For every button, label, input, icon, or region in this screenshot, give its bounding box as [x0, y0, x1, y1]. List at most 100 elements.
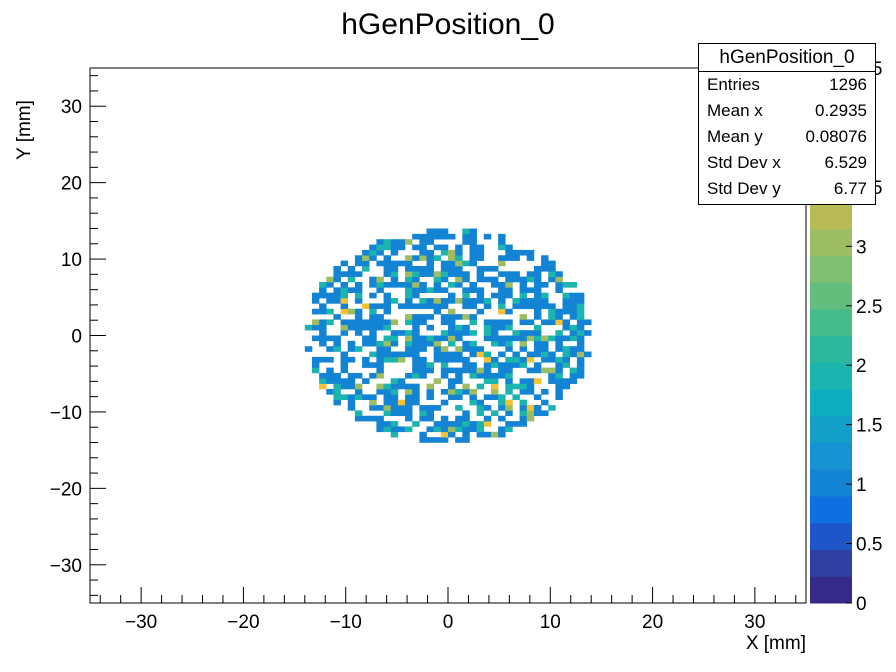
heatmap-cell: [412, 421, 420, 427]
heatmap-cell: [519, 405, 528, 411]
heatmap-cell: [397, 356, 406, 363]
heatmap-cell: [419, 265, 427, 272]
heatmap-cell: [548, 335, 556, 342]
heatmap-cell: [376, 372, 384, 379]
heatmap-cell: [354, 287, 363, 293]
heatmap-cell: [455, 351, 463, 358]
heatmap-cell: [569, 330, 578, 336]
heatmap-cell: [562, 324, 571, 331]
heatmap-cell: [426, 228, 434, 235]
heatmap-cell: [519, 292, 528, 299]
y-axis-ticks: −30 −20 −10 0 10 20 30: [50, 75, 106, 596]
heatmap-cell: [440, 335, 449, 342]
heatmap-cell: [490, 292, 499, 299]
heatmap-cell: [426, 298, 434, 304]
heatmap-cell: [340, 362, 349, 368]
heatmap-cell: [340, 356, 349, 363]
heatmap-cell: [533, 287, 542, 293]
heatmap-cell: [512, 351, 520, 358]
heatmap-cell: [483, 335, 492, 342]
heatmap-cell: [498, 351, 506, 358]
heatmap-cell: [383, 324, 392, 331]
heatmap-cell: [562, 346, 571, 352]
heatmap-cell: [340, 383, 349, 390]
heatmap-cell: [347, 265, 356, 272]
heatmap-cell: [512, 356, 520, 363]
heatmap-cell: [426, 426, 434, 433]
heatmap-cell: [462, 239, 470, 245]
heatmap-cell: [426, 303, 434, 310]
heatmap-cell: [340, 351, 349, 358]
heatmap-cell: [440, 249, 449, 256]
heatmap-cell: [390, 335, 399, 342]
heatmap-cell: [383, 298, 392, 304]
heatmap-cell: [354, 415, 363, 422]
heatmap-cell: [526, 303, 535, 310]
heatmap-cell: [576, 298, 585, 304]
heatmap-cell: [440, 367, 449, 374]
heatmap-cell: [469, 372, 477, 379]
heatmap-cell: [469, 244, 477, 251]
heatmap-cell: [376, 319, 384, 326]
heatmap-cell: [455, 426, 463, 433]
heatmap-cell: [476, 265, 485, 272]
heatmap-cell: [405, 415, 413, 422]
heatmap-cell: [405, 287, 413, 293]
heatmap-cell: [333, 314, 341, 320]
heatmap-cell: [512, 335, 520, 342]
heatmap-cell: [483, 394, 492, 400]
heatmap-cell: [354, 292, 363, 299]
heatmap-cell: [390, 330, 399, 336]
heatmap-cell: [526, 249, 535, 256]
heatmap-cell: [347, 319, 356, 326]
heatmap-cell: [505, 244, 513, 251]
heatmap-cell: [390, 249, 399, 256]
heatmap-cell: [419, 314, 427, 320]
heatmap-cell: [483, 298, 492, 304]
heatmap-cell: [505, 372, 513, 379]
heatmap-cell: [455, 378, 463, 384]
heatmap-cell: [304, 346, 313, 352]
heatmap-cell: [490, 265, 499, 272]
heatmap-cell: [397, 426, 406, 433]
heatmap-cell: [548, 276, 556, 283]
heatmap-cell: [440, 437, 449, 443]
heatmap-cell: [448, 330, 456, 336]
heatmap-cell: [390, 383, 399, 390]
heatmap-cell: [476, 351, 485, 358]
heatmap-cell: [498, 340, 506, 347]
heatmap-cell: [440, 233, 449, 240]
heatmap-cell: [333, 346, 341, 352]
stats-row-mean-x: Mean x 0.2935: [699, 98, 875, 124]
heatmap-cell: [533, 265, 542, 272]
stats-label: Mean y: [707, 127, 763, 146]
heatmap-cell: [376, 287, 384, 293]
heatmap-cell: [369, 335, 377, 342]
stats-row-entries: Entries 1296: [699, 72, 875, 98]
heatmap-cell: [462, 421, 470, 427]
stats-value: 6.77: [833, 179, 867, 198]
heatmap-cell: [426, 314, 434, 320]
heatmap-cell: [311, 298, 320, 304]
heatmap-cell: [555, 372, 563, 379]
heatmap-cell: [369, 303, 377, 310]
heatmap-cell: [548, 378, 556, 384]
heatmap-cell: [326, 335, 334, 342]
heatmap-cell: [455, 265, 463, 272]
heatmap-cell: [462, 383, 470, 390]
heatmap-cell: [526, 330, 535, 336]
heatmap-cell: [519, 421, 528, 427]
heatmap-cell: [397, 244, 406, 251]
heatmap-cell: [519, 362, 528, 368]
heatmap-cell: [319, 356, 327, 363]
heatmap-cell: [354, 298, 363, 304]
heatmap-cell: [455, 356, 463, 363]
heatmap-cell: [476, 426, 485, 433]
heatmap-cell: [383, 405, 392, 411]
heatmap-cell: [383, 308, 392, 315]
heatmap-cell: [426, 405, 434, 411]
heatmap-cell: [383, 394, 392, 400]
heatmap-cell: [376, 239, 384, 245]
heatmap-cell: [433, 244, 442, 251]
heatmap-cell: [354, 319, 363, 326]
